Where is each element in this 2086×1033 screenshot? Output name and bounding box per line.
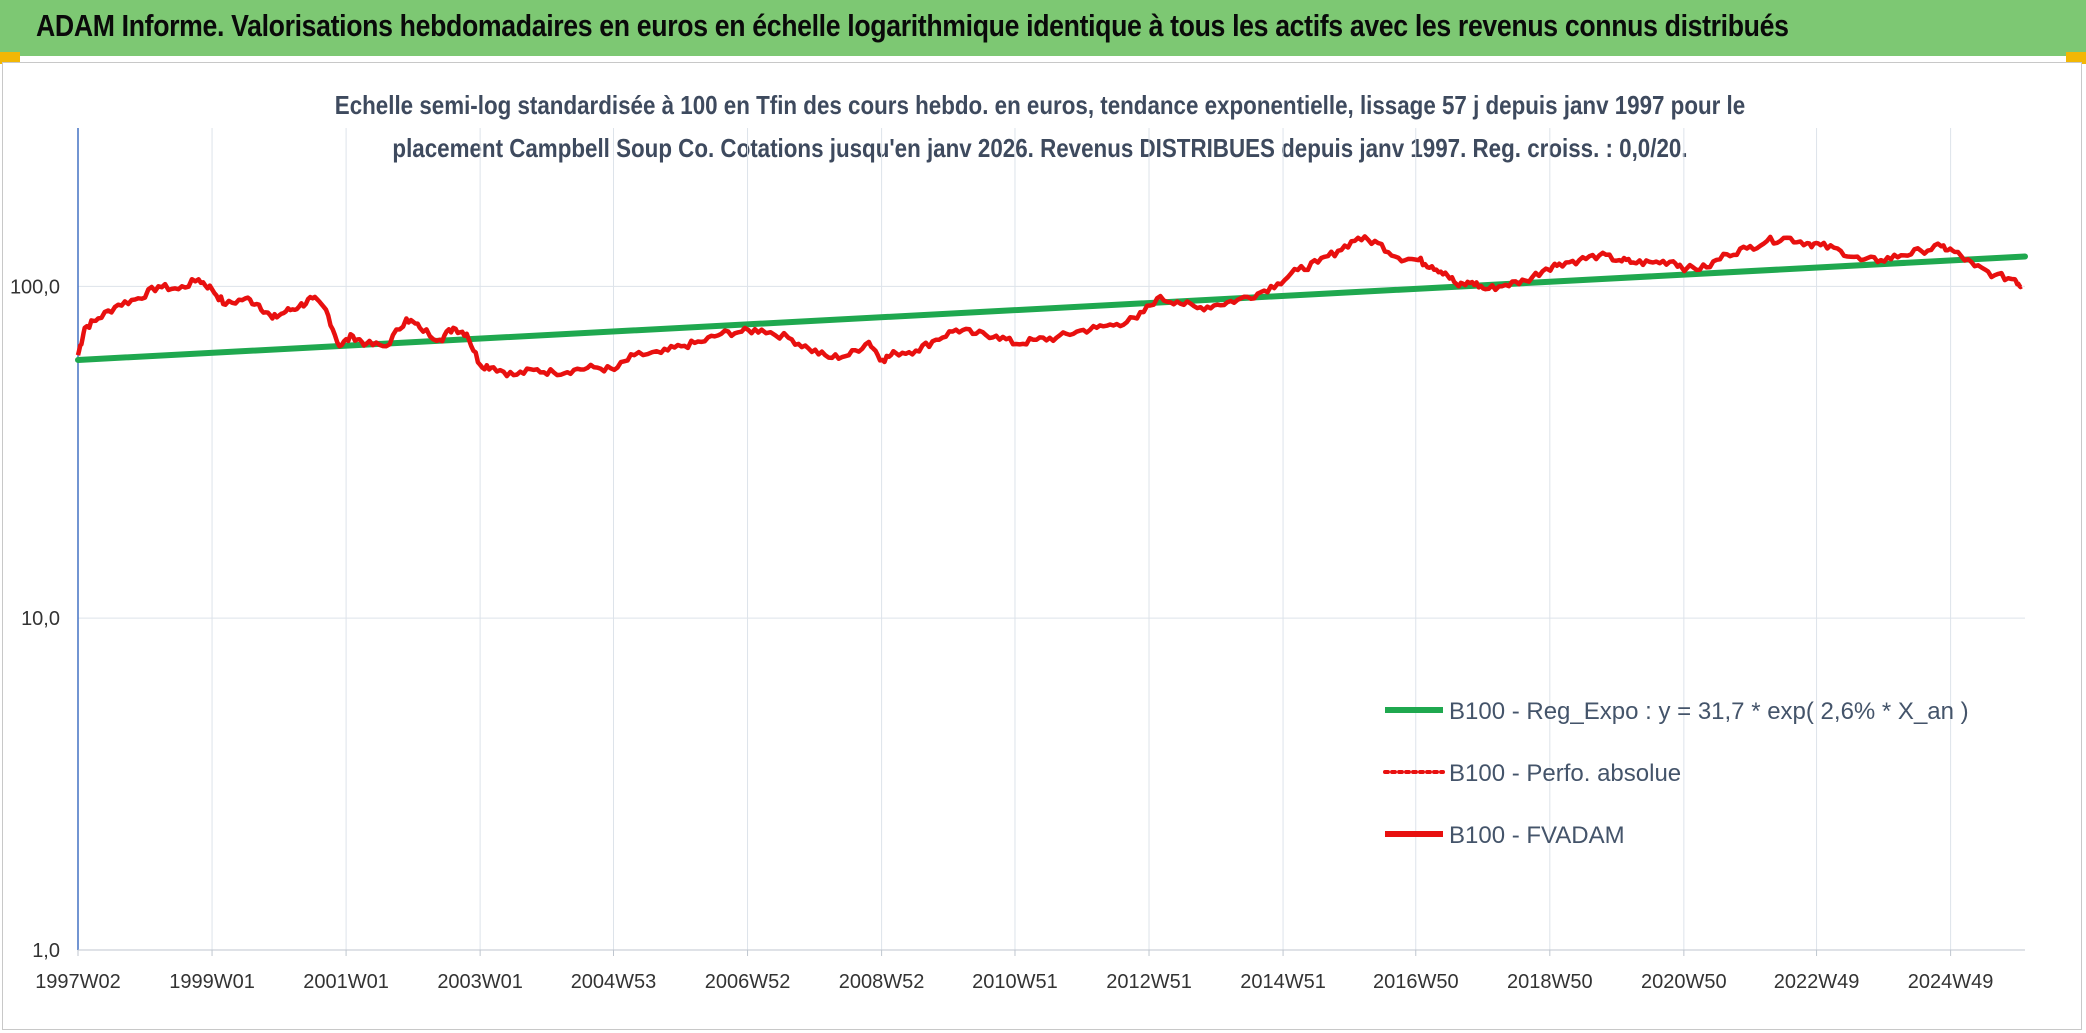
x-tick-label: 2008W52 — [839, 971, 925, 993]
x-tick-label: 2004W53 — [571, 971, 657, 993]
chart-title-line-1: Echelle semi-log standardisée à 100 en T… — [334, 90, 1746, 120]
x-tick-label: 2022W49 — [1774, 971, 1860, 993]
chart-frame — [2, 62, 2082, 1030]
x-tick-label: 2024W49 — [1908, 971, 1994, 993]
x-tick-label: 2010W51 — [972, 971, 1058, 993]
page-title: ADAM Informe. Valorisations hebdomadaire… — [36, 8, 1789, 43]
legend-label-2: B100 - Perfo. absolue — [1449, 760, 1681, 787]
regression-line — [75, 253, 2028, 363]
y-tick-label: 100,0 — [10, 276, 60, 298]
legend-label-1: B100 - Reg_Expo : y = 31,7 * exp( 2,6% *… — [1449, 698, 1969, 725]
fvadam-series-line — [75, 234, 2023, 379]
x-tick-label: 2001W01 — [303, 971, 389, 993]
header-bar: ADAM Informe. Valorisations hebdomadaire… — [0, 0, 2086, 56]
x-tick-label: 2003W01 — [437, 971, 523, 993]
x-tick-label: 2018W50 — [1507, 971, 1593, 993]
corner-marker-top-left — [0, 52, 20, 64]
x-tick-label: 2012W51 — [1106, 971, 1192, 993]
legend-label-3: B100 - FVADAM — [1449, 822, 1625, 849]
chart-title-line-2: placement Campbell Soup Co. Cotations ju… — [392, 133, 1688, 163]
y-tick-label: 10,0 — [21, 608, 60, 630]
corner-marker-top-right — [2066, 52, 2086, 64]
x-tick-label: 2016W50 — [1373, 971, 1459, 993]
x-tick-label: 2006W52 — [705, 971, 791, 993]
x-tick-label: 2014W51 — [1240, 971, 1326, 993]
x-tick-label: 1997W02 — [35, 971, 121, 993]
y-tick-label: 1,0 — [32, 940, 60, 962]
x-tick-label: 1999W01 — [169, 971, 255, 993]
x-tick-label: 2020W50 — [1641, 971, 1727, 993]
